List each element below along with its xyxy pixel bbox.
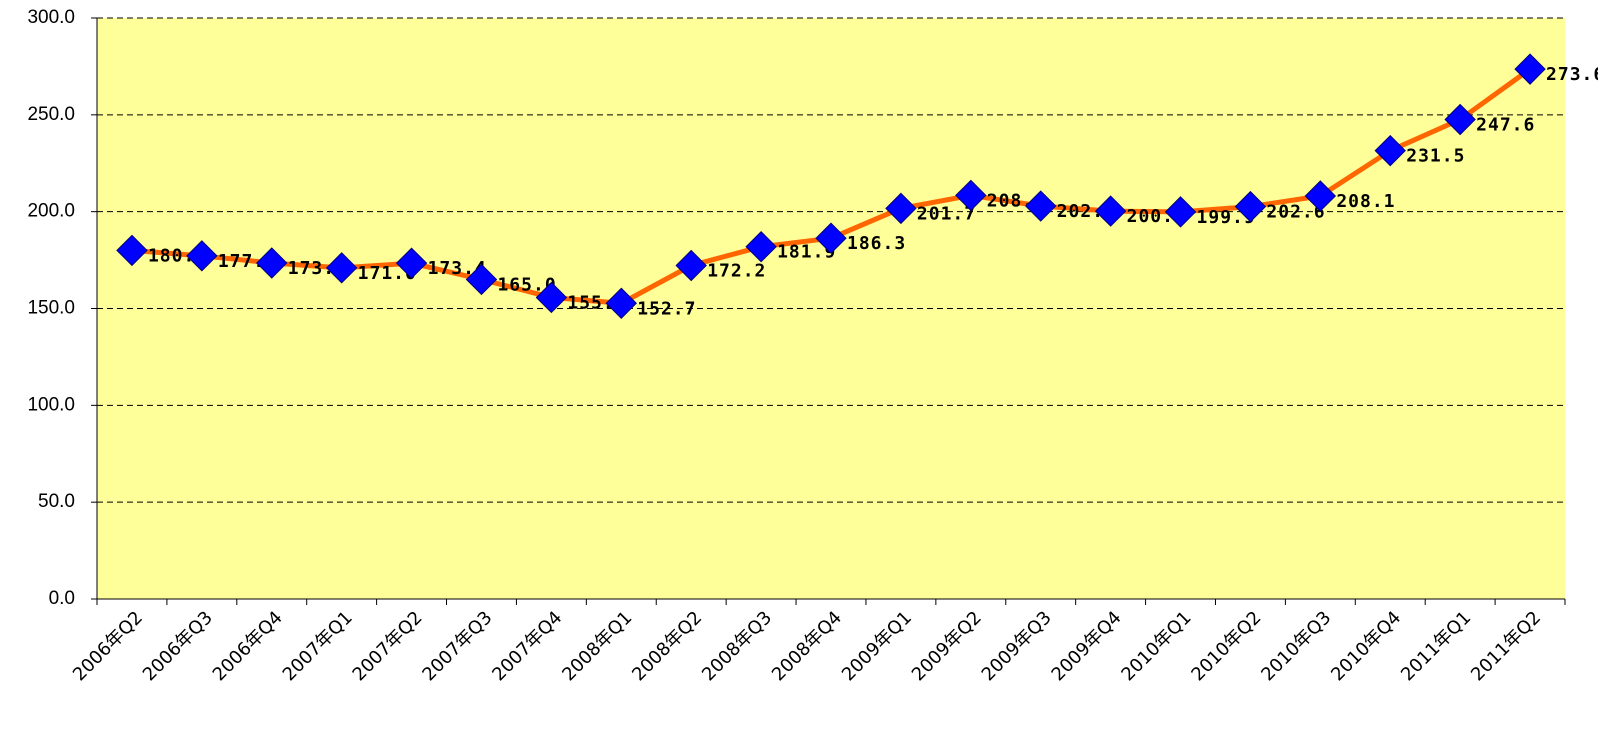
y-tick-label: 50.0 <box>38 491 75 512</box>
y-tick-label: 250.0 <box>27 104 75 125</box>
data-label: 199.9 <box>1197 207 1256 228</box>
x-tick-label: 2010年Q3 <box>1257 607 1335 685</box>
marker <box>1025 190 1057 222</box>
data-label: 273.6 <box>1546 64 1598 85</box>
marker <box>1234 190 1267 223</box>
x-tick-label: 2011年Q1 <box>1397 607 1475 685</box>
x-tick-label: 2006年Q4 <box>209 607 287 685</box>
marker <box>1444 103 1476 136</box>
marker <box>675 249 707 282</box>
marker <box>256 247 288 279</box>
marker <box>1514 53 1546 85</box>
data-label: 231.5 <box>1406 146 1465 167</box>
data-label: 173.4 <box>428 258 487 279</box>
marker <box>955 179 987 212</box>
marker <box>745 231 777 263</box>
x-tick-label: 2007年Q4 <box>488 607 566 685</box>
data-label: 152.7 <box>637 298 696 319</box>
marker <box>325 252 358 284</box>
x-tick-label: 2010年Q2 <box>1187 607 1265 685</box>
x-tick-label: 2010年Q1 <box>1118 607 1196 685</box>
x-tick-label: 2008年Q2 <box>628 607 706 685</box>
x-tick-label: 2008年Q1 <box>558 607 636 685</box>
x-tick-label: 2009年Q4 <box>1048 607 1126 685</box>
marker <box>885 192 917 225</box>
y-tick-label: 150.0 <box>27 298 75 319</box>
marker <box>465 263 498 296</box>
x-tick-label: 2006年Q3 <box>139 607 217 685</box>
data-label: 247.6 <box>1476 114 1535 135</box>
marker <box>815 222 847 254</box>
x-tick-label: 2006年Q2 <box>69 607 147 685</box>
marker <box>395 247 428 279</box>
x-tick-label: 2010年Q4 <box>1327 607 1405 685</box>
data-label: 186.3 <box>847 233 906 254</box>
marker <box>1374 134 1406 167</box>
marker <box>605 287 637 319</box>
x-tick-label: 2008年Q3 <box>698 607 776 685</box>
y-tick-label: 0.0 <box>49 588 75 609</box>
data-label: 172.2 <box>707 261 766 282</box>
marker <box>186 240 218 272</box>
marker <box>116 234 148 267</box>
marker <box>1094 195 1127 227</box>
x-tick-label: 2009年Q2 <box>908 607 986 685</box>
marker <box>1164 196 1197 228</box>
x-tick-label: 2011年Q2 <box>1467 607 1545 685</box>
x-tick-label: 2007年Q3 <box>418 607 496 685</box>
x-tick-label: 2009年Q1 <box>838 607 916 685</box>
x-tick-label: 2008年Q4 <box>768 607 846 685</box>
y-tick-label: 100.0 <box>27 394 75 415</box>
x-tick-label: 2007年Q1 <box>279 607 357 685</box>
data-label: 181.9 <box>777 242 836 263</box>
data-label: 202.6 <box>1266 202 1325 223</box>
data-label: 165.0 <box>497 274 556 295</box>
marker <box>1304 180 1337 212</box>
x-tick-label: 2009年Q3 <box>978 607 1056 685</box>
marker <box>535 281 568 314</box>
data-label: 201.7 <box>917 203 976 224</box>
y-tick-label: 200.0 <box>27 201 75 222</box>
y-tick-label: 300.0 <box>27 7 75 28</box>
data-label: 208.1 <box>1336 191 1395 212</box>
x-tick-label: 2007年Q2 <box>349 607 427 685</box>
